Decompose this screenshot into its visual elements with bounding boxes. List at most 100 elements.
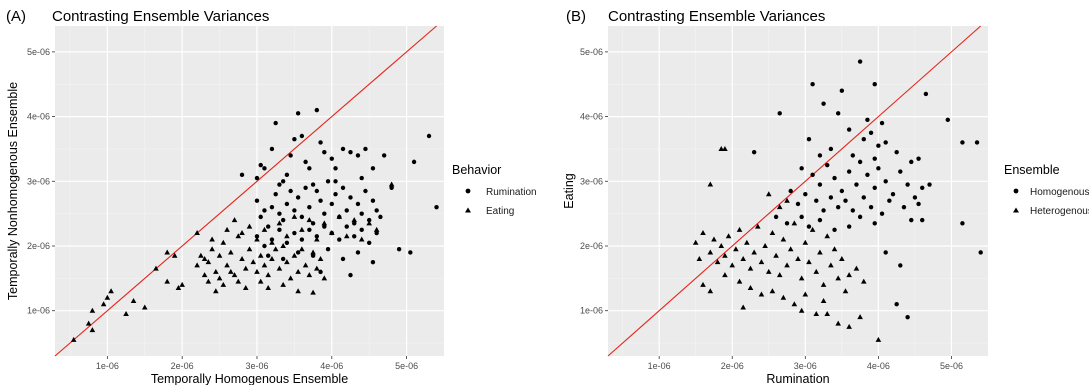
point-heterogenous [776, 204, 783, 210]
chart-title: Contrasting Ensemble Variances [52, 8, 269, 25]
point-rumination [295, 250, 301, 255]
point-rumination [348, 195, 353, 200]
point-homogenous [861, 137, 866, 142]
point-eating [194, 230, 200, 236]
point-rumination [262, 243, 267, 249]
legend-title: Ensemble [1004, 163, 1060, 177]
point-homogenous [854, 182, 859, 187]
y-tick-label: 4e-06 [580, 112, 603, 122]
point-eating [227, 249, 234, 255]
point-rumination [363, 146, 368, 152]
identity-reference-line [607, 25, 982, 357]
point-homogenous [872, 221, 877, 226]
point-heterogenous [776, 272, 783, 278]
point-rumination [284, 240, 290, 245]
point-homogenous [832, 227, 837, 233]
point-heterogenous [780, 236, 787, 242]
y-axis-label: Eating [562, 173, 576, 208]
point-eating [257, 278, 264, 284]
point-heterogenous [755, 223, 761, 229]
point-homogenous [927, 182, 932, 187]
point-homogenous [920, 185, 925, 190]
point-homogenous [835, 111, 841, 116]
legend-key-triangle [1013, 207, 1019, 213]
point-heterogenous [758, 291, 765, 297]
point-heterogenous [718, 145, 725, 151]
point-eating [336, 213, 343, 219]
point-eating [242, 265, 249, 271]
point-rumination [299, 133, 305, 139]
point-rumination [310, 253, 316, 258]
point-rumination [374, 230, 379, 236]
point-heterogenous [791, 220, 798, 226]
point-eating [141, 304, 148, 310]
point-heterogenous [806, 259, 812, 265]
point-eating [265, 272, 272, 278]
point-rumination [269, 204, 275, 210]
point-rumination [389, 185, 394, 190]
point-rumination [408, 250, 413, 255]
point-homogenous [898, 169, 903, 174]
point-heterogenous [733, 246, 739, 252]
point-rumination [292, 208, 297, 213]
point-homogenous [817, 182, 823, 187]
y-tick-label: 3e-06 [27, 176, 50, 186]
point-rumination [344, 208, 349, 213]
point-rumination [352, 234, 357, 239]
point-homogenous [821, 101, 826, 106]
point-homogenous [795, 201, 801, 207]
point-eating [321, 275, 328, 281]
point-homogenous [960, 140, 965, 145]
chart-title: Contrasting Ensemble Variances [608, 8, 825, 25]
point-homogenous [905, 182, 910, 187]
point-homogenous [835, 204, 841, 210]
point-homogenous [876, 166, 881, 171]
point-heterogenous [692, 239, 699, 245]
point-homogenous [857, 59, 863, 64]
x-tick-label: 2e-06 [721, 361, 744, 371]
point-homogenous [865, 117, 870, 123]
point-eating [89, 327, 96, 333]
point-eating [257, 252, 264, 258]
point-homogenous [879, 211, 885, 216]
point-eating [276, 220, 283, 226]
legend: Behavior Rumination Eating [452, 163, 537, 217]
point-rumination [280, 217, 286, 223]
point-rumination [355, 153, 361, 158]
point-homogenous [850, 153, 856, 158]
point-heterogenous [696, 255, 703, 261]
point-rumination [288, 153, 293, 158]
point-heterogenous [846, 323, 852, 329]
grid [608, 26, 988, 356]
point-rumination [295, 111, 301, 116]
point-eating [220, 281, 227, 287]
point-rumination [277, 211, 282, 216]
point-homogenous [905, 314, 910, 320]
point-eating [254, 236, 260, 242]
point-eating [201, 272, 208, 278]
point-rumination [359, 211, 364, 216]
point-rumination [355, 201, 361, 207]
point-eating [164, 278, 171, 284]
y-tick-label: 2e-06 [580, 241, 603, 251]
point-heterogenous [802, 291, 809, 297]
point-eating [246, 223, 253, 229]
x-axis-label: Temporally Homogenous Ensemble [151, 372, 348, 385]
identity-line [607, 25, 982, 357]
point-eating [314, 265, 320, 271]
point-rumination [277, 182, 282, 187]
point-heterogenous [791, 301, 798, 307]
legend-key-circle [1013, 188, 1019, 194]
point-heterogenous [813, 268, 820, 274]
point-eating [284, 233, 290, 239]
point-eating [239, 255, 245, 261]
point-rumination [280, 256, 286, 262]
x-tick-label: 1e-06 [96, 361, 119, 371]
point-homogenous [843, 198, 848, 203]
point-eating [104, 294, 111, 300]
point-rumination [333, 192, 338, 197]
point-rumination [254, 198, 260, 203]
point-heterogenous [798, 307, 805, 313]
point-homogenous [817, 153, 823, 158]
identity-reference-line [54, 25, 437, 357]
